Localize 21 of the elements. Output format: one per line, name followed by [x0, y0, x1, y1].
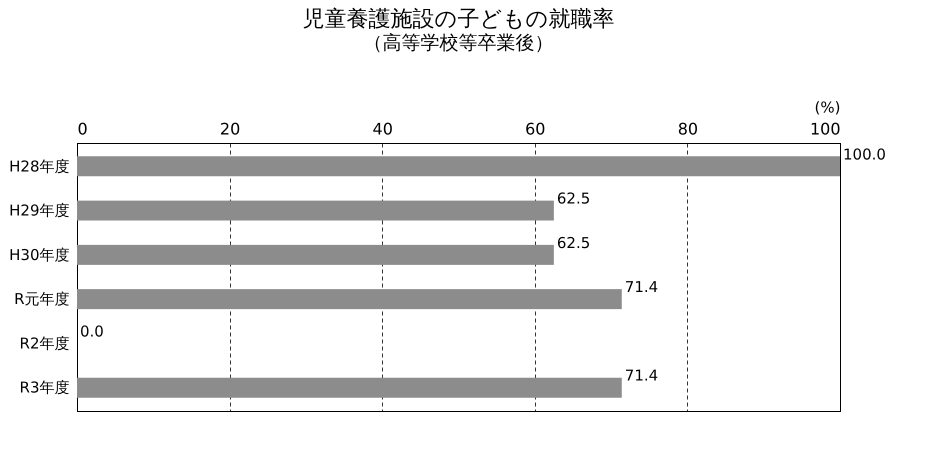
x-tick-label: 40 — [372, 120, 393, 138]
data-label: 62.5 — [556, 234, 590, 252]
y-tick-label: R2年度 — [20, 334, 70, 352]
x-axis-title: (%) — [814, 98, 840, 116]
data-label: 62.5 — [556, 190, 590, 208]
y-tick-label: R元年度 — [14, 290, 70, 308]
y-tick-label: H30年度 — [9, 246, 70, 264]
y-tick-label: R3年度 — [20, 378, 70, 397]
data-label: 71.4 — [624, 278, 658, 296]
x-tick-label: 20 — [220, 120, 240, 138]
chart-subtitle: （高等学校等卒業後） — [364, 32, 554, 54]
chart-title: 児童養護施設の子どもの就職率 — [302, 7, 614, 32]
y-tick-label: H29年度 — [9, 202, 70, 220]
x-tick-label: 60 — [525, 120, 546, 138]
y-tick-label: H28年度 — [9, 157, 70, 176]
data-label: 71.4 — [624, 366, 658, 385]
data-label: 100.0 — [843, 145, 886, 164]
x-tick-label: 100 — [810, 120, 840, 138]
x-tick-label: 80 — [678, 120, 698, 138]
x-tick-label: 0 — [78, 120, 88, 138]
data-label: 0.0 — [80, 322, 104, 340]
